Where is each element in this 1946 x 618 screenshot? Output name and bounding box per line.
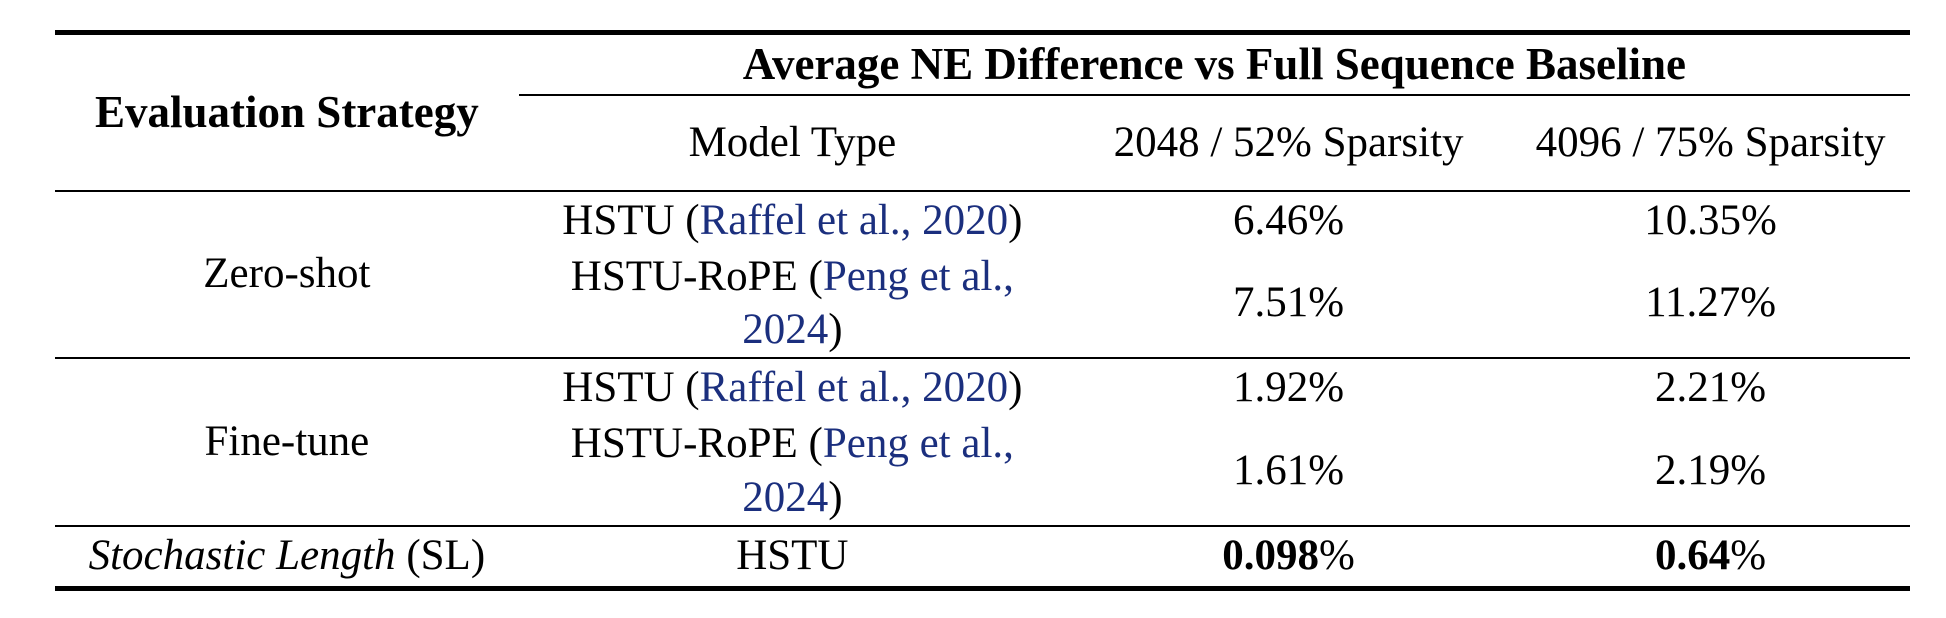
strategy-label-fine-tune: Fine-tune xyxy=(204,417,370,465)
value-2048: 1.92% xyxy=(1233,364,1345,412)
table-row: Fine-tune HSTU (Raffel et al., 2020) 1.9… xyxy=(55,358,1910,465)
model-name-close: ) xyxy=(828,473,843,521)
bold-value: 0.098 xyxy=(1222,532,1320,580)
column-header-model-type: Model Type xyxy=(688,118,897,166)
model-cell: HSTU (Raffel et al., 2020) xyxy=(519,358,1066,417)
value-2048: 1.61% xyxy=(1233,446,1345,494)
strategy-label-stochastic-length: Stochastic Length (SL) xyxy=(55,526,519,589)
value-2048: 6.46% xyxy=(1233,196,1345,244)
strategy-label-zero-shot: Zero-shot xyxy=(203,250,371,298)
value-4096: 2.19% xyxy=(1655,446,1767,494)
table-row: Stochastic Length (SL) HSTU 0.098% 0.64% xyxy=(55,526,1910,589)
model-cell: HSTU (Raffel et al., 2020) xyxy=(519,191,1066,250)
group-stochastic-length: Stochastic Length (SL) HSTU 0.098% 0.64% xyxy=(55,526,1910,589)
header-group-row: Evaluation Strategy Average NE Differenc… xyxy=(55,32,1910,137)
model-name: HSTU ( xyxy=(562,364,700,412)
citation-link-raffel-2020[interactable]: Raffel et al., 2020 xyxy=(699,364,1009,412)
stochastic-length-abbrev: (SL) xyxy=(395,532,486,580)
table-header: Evaluation Strategy Average NE Differenc… xyxy=(55,32,1910,191)
column-header-evaluation-strategy: Evaluation Strategy xyxy=(94,87,479,138)
table-row: HSTU-RoPE (Peng et al., 2024) 7.51% 11.2… xyxy=(55,250,1910,359)
table-row: Zero-shot HSTU (Raffel et al., 2020) 6.4… xyxy=(55,191,1910,298)
citation-link-peng-2024[interactable]: Peng et al., 2024 xyxy=(742,420,1014,521)
stochastic-length-italic: Stochastic Length xyxy=(88,532,396,580)
percent-sign: % xyxy=(1730,532,1767,580)
table-row: HSTU-RoPE (Peng et al., 2024) 1.61% 2.19… xyxy=(55,417,1910,526)
results-table: Evaluation Strategy Average NE Differenc… xyxy=(55,30,1910,591)
model-name: HSTU-RoPE ( xyxy=(570,252,823,300)
group-zero-shot: Zero-shot HSTU (Raffel et al., 2020) 6.4… xyxy=(55,191,1910,359)
citation-link-raffel-2020[interactable]: Raffel et al., 2020 xyxy=(699,196,1009,244)
value-2048: 7.51% xyxy=(1233,279,1345,327)
model-cell: HSTU-RoPE (Peng et al., 2024) xyxy=(519,250,1066,359)
group-fine-tune: Fine-tune HSTU (Raffel et al., 2020) 1.9… xyxy=(55,358,1910,526)
model-name: HSTU ( xyxy=(562,196,700,244)
column-header-4096-sparsity: 4096 / 75% Sparsity xyxy=(1535,118,1886,166)
column-header-2048-sparsity: 2048 / 52% Sparsity xyxy=(1113,118,1464,166)
value-4096-bold: 0.64% xyxy=(1511,526,1910,589)
model-cell: HSTU-RoPE (Peng et al., 2024) xyxy=(519,417,1066,526)
citation-link-peng-2024[interactable]: Peng et al., 2024 xyxy=(742,252,1014,354)
model-name: HSTU-RoPE ( xyxy=(570,420,823,467)
value-2048-bold: 0.098% xyxy=(1066,526,1511,589)
value-4096: 11.27% xyxy=(1645,279,1777,327)
header-subcolumn-row: Model Type 2048 / 52% Sparsity 4096 / 75… xyxy=(55,95,1910,191)
model-name-close: ) xyxy=(1008,364,1023,412)
model-name-close: ) xyxy=(828,306,843,354)
bold-value: 0.64 xyxy=(1655,532,1731,580)
column-group-header-average-ne-difference: Average NE Difference vs Full Sequence B… xyxy=(518,32,1910,96)
percent-sign: % xyxy=(1319,532,1355,580)
value-4096: 2.21% xyxy=(1655,364,1767,412)
value-4096: 10.35% xyxy=(1644,196,1777,244)
model-name-close: ) xyxy=(1008,196,1023,244)
model-cell: HSTU xyxy=(736,532,849,580)
